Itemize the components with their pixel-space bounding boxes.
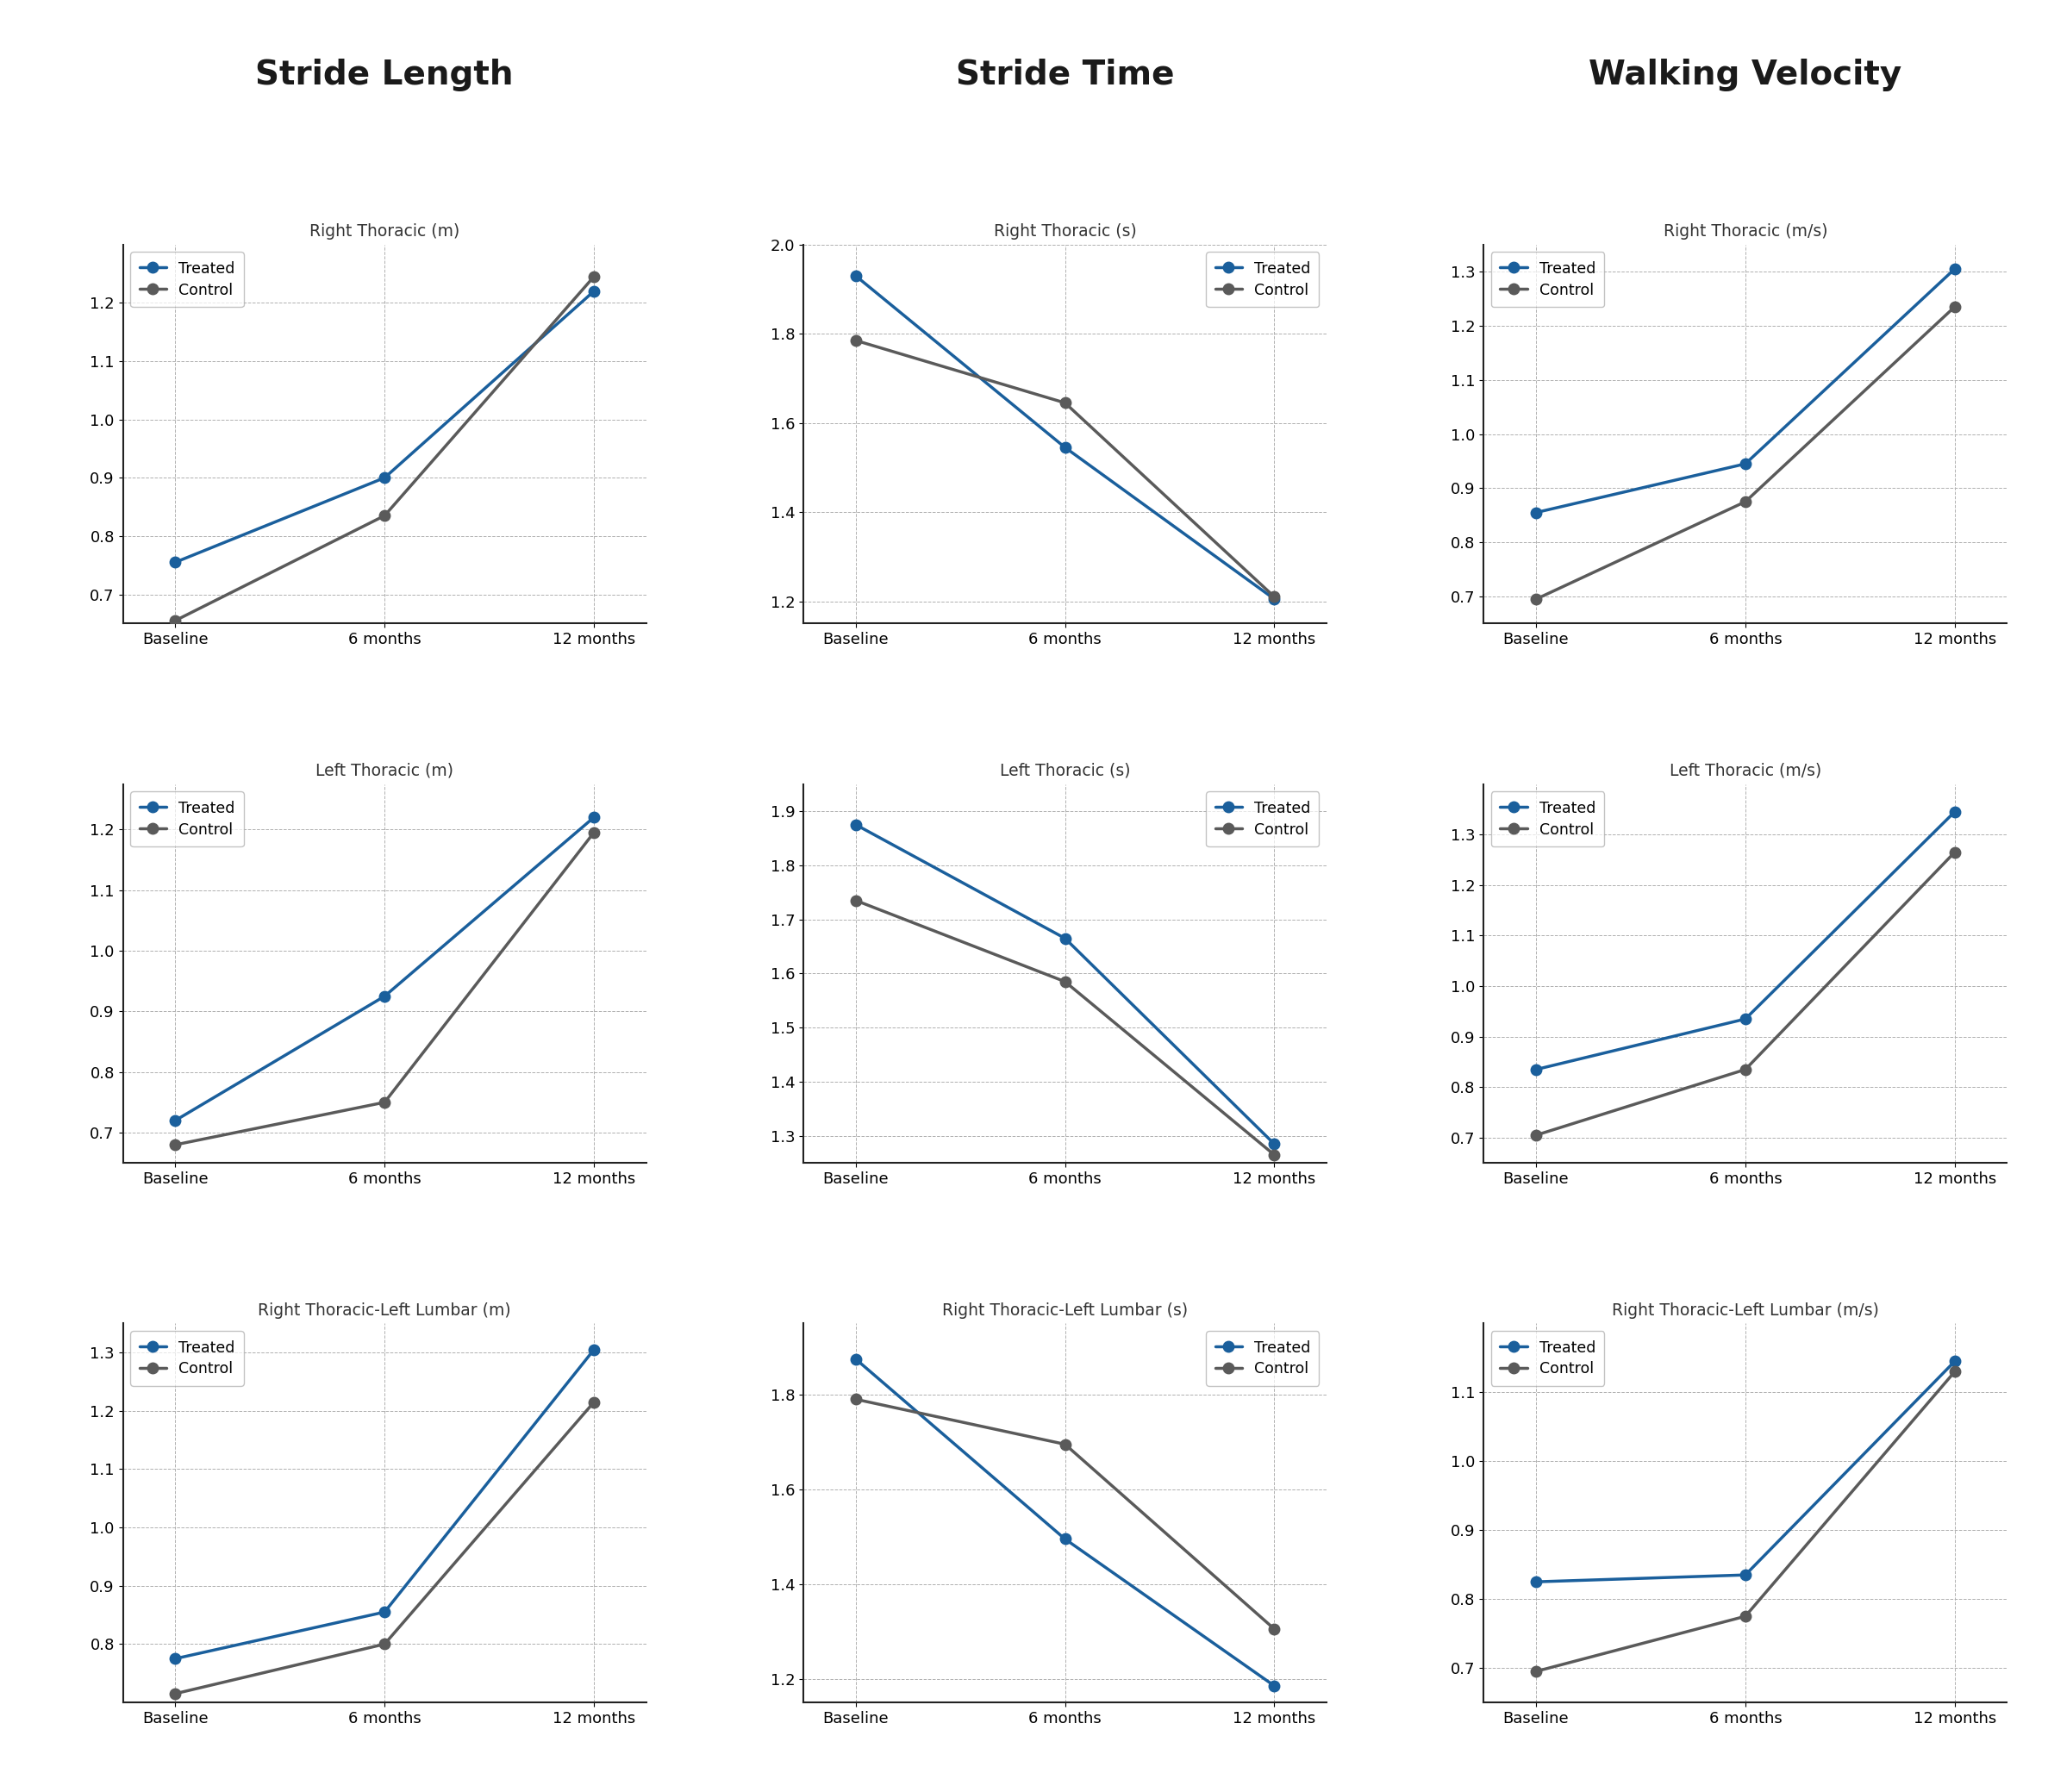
Title: Left Thoracic (m/s): Left Thoracic (m/s) — [1669, 763, 1821, 780]
Treated — [1262, 1676, 1286, 1697]
Treated — [1053, 928, 1077, 950]
Control — [1524, 1661, 1548, 1683]
Line: Control: Control — [170, 271, 600, 625]
Control — [844, 330, 868, 351]
Treated — [1733, 1009, 1757, 1030]
Legend: Treated, Control: Treated, Control — [131, 792, 244, 846]
Title: Right Thoracic (s): Right Thoracic (s) — [993, 224, 1137, 240]
Control — [1053, 392, 1077, 414]
Control — [1942, 1360, 1966, 1382]
Control — [844, 889, 868, 910]
Line: Control: Control — [170, 828, 600, 1150]
Legend: Treated, Control: Treated, Control — [1491, 1331, 1604, 1385]
Treated — [1733, 1564, 1757, 1586]
Treated — [1053, 437, 1077, 459]
Control — [1053, 1434, 1077, 1455]
Control — [1262, 1143, 1286, 1165]
Treated — [373, 986, 397, 1007]
Title: Left Thoracic (m): Left Thoracic (m) — [315, 763, 453, 780]
Title: Right Thoracic-Left Lumbar (s): Right Thoracic-Left Lumbar (s) — [942, 1303, 1188, 1319]
Line: Control: Control — [1530, 848, 1960, 1140]
Line: Treated: Treated — [170, 285, 600, 568]
Treated — [1053, 1529, 1077, 1550]
Control — [1942, 842, 1966, 864]
Treated — [373, 468, 397, 489]
Line: Treated: Treated — [1530, 263, 1960, 518]
Treated — [844, 1348, 868, 1369]
Title: Right Thoracic-Left Lumbar (m/s): Right Thoracic-Left Lumbar (m/s) — [1612, 1303, 1878, 1319]
Treated — [373, 1602, 397, 1624]
Control — [164, 609, 188, 631]
Treated — [164, 1649, 188, 1670]
Control — [1524, 1124, 1548, 1145]
Treated — [844, 265, 868, 287]
Line: Treated: Treated — [850, 819, 1280, 1149]
Legend: Treated, Control: Treated, Control — [1206, 253, 1319, 306]
Control — [164, 1683, 188, 1704]
Treated — [582, 806, 606, 828]
Control — [1733, 1606, 1757, 1627]
Treated — [1733, 453, 1757, 475]
Control — [1733, 1059, 1757, 1081]
Treated — [1942, 258, 1966, 280]
Control — [1942, 296, 1966, 317]
Line: Control: Control — [850, 335, 1280, 602]
Control — [1524, 588, 1548, 609]
Control — [1053, 971, 1077, 993]
Control — [582, 1391, 606, 1412]
Line: Treated: Treated — [850, 271, 1280, 604]
Text: Stride Length: Stride Length — [256, 59, 514, 91]
Treated — [1524, 1572, 1548, 1593]
Control — [373, 1633, 397, 1654]
Line: Control: Control — [1530, 301, 1960, 604]
Treated — [1524, 1059, 1548, 1081]
Control — [1262, 1618, 1286, 1640]
Line: Treated: Treated — [850, 1353, 1280, 1692]
Control — [582, 823, 606, 844]
Control — [373, 1091, 397, 1113]
Treated — [582, 1339, 606, 1360]
Legend: Treated, Control: Treated, Control — [131, 253, 244, 306]
Control — [1262, 586, 1286, 607]
Treated — [1262, 588, 1286, 609]
Title: Right Thoracic-Left Lumbar (m): Right Thoracic-Left Lumbar (m) — [258, 1303, 512, 1319]
Treated — [844, 814, 868, 835]
Title: Left Thoracic (s): Left Thoracic (s) — [999, 763, 1130, 780]
Line: Treated: Treated — [170, 812, 600, 1125]
Control — [164, 1134, 188, 1156]
Control — [582, 265, 606, 287]
Title: Right Thoracic (m): Right Thoracic (m) — [309, 224, 459, 240]
Treated — [164, 1109, 188, 1131]
Treated — [1524, 502, 1548, 523]
Line: Control: Control — [170, 1396, 600, 1699]
Line: Control: Control — [850, 1394, 1280, 1634]
Title: Right Thoracic (m/s): Right Thoracic (m/s) — [1663, 224, 1827, 240]
Control — [373, 505, 397, 527]
Line: Control: Control — [850, 894, 1280, 1159]
Treated — [1942, 801, 1966, 823]
Treated — [164, 552, 188, 573]
Text: Walking Velocity: Walking Velocity — [1589, 59, 1903, 91]
Legend: Treated, Control: Treated, Control — [1206, 1331, 1319, 1385]
Line: Control: Control — [1530, 1366, 1960, 1677]
Control — [1733, 491, 1757, 513]
Line: Treated: Treated — [170, 1344, 600, 1665]
Legend: Treated, Control: Treated, Control — [131, 1331, 244, 1385]
Treated — [1262, 1133, 1286, 1154]
Text: Stride Time: Stride Time — [956, 59, 1174, 91]
Treated — [582, 281, 606, 303]
Legend: Treated, Control: Treated, Control — [1491, 792, 1604, 846]
Treated — [1942, 1351, 1966, 1373]
Control — [844, 1389, 868, 1410]
Legend: Treated, Control: Treated, Control — [1491, 253, 1604, 306]
Legend: Treated, Control: Treated, Control — [1206, 792, 1319, 846]
Line: Treated: Treated — [1530, 1357, 1960, 1588]
Line: Treated: Treated — [1530, 806, 1960, 1075]
